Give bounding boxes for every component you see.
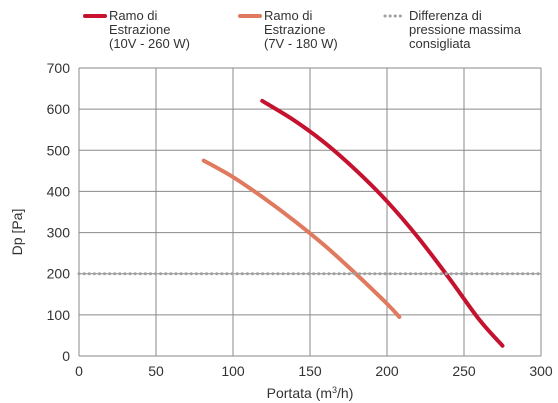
- y-tick-label: 300: [47, 225, 71, 241]
- series-lines: [77, 98, 543, 348]
- legend-label: Differenza di pressione massima consigliat…: [409, 8, 522, 51]
- legend: Ramo di Estrazione (10V - 260 W) Ramo di Est…: [83, 8, 522, 51]
- y-tick-label: 400: [47, 183, 71, 199]
- y-tick-label: 500: [47, 142, 71, 158]
- x-tick-label: 250: [452, 363, 476, 379]
- y-tick-label: 600: [47, 101, 71, 117]
- y-tick-label: 700: [47, 60, 71, 76]
- grid: [78, 67, 542, 357]
- legend-label: Ramo di Estrazione (7V - 180 W): [264, 8, 338, 51]
- x-tick-label: 0: [75, 363, 83, 379]
- x-tick-label: 200: [375, 363, 399, 379]
- legend-label: Ramo di Estrazione (10V - 260 W): [109, 8, 190, 51]
- x-tick-label: 100: [221, 363, 245, 379]
- x-tick-label: 300: [529, 363, 553, 379]
- y-axis-title: Dp [Pa]: [9, 209, 25, 256]
- tick-labels: 0 50 100 150 200 250 300 0 100 200 300 400 500 600 700: [47, 60, 553, 379]
- x-tick-label: 50: [148, 363, 164, 379]
- x-axis-title: Portata (m3/h): [267, 385, 354, 401]
- y-tick-label: 200: [47, 266, 71, 282]
- series-line: [260, 98, 505, 348]
- series-line: [201, 158, 402, 319]
- x-tick-label: 150: [298, 363, 322, 379]
- y-tick-label: 100: [47, 307, 71, 323]
- y-tick-label: 0: [62, 348, 70, 364]
